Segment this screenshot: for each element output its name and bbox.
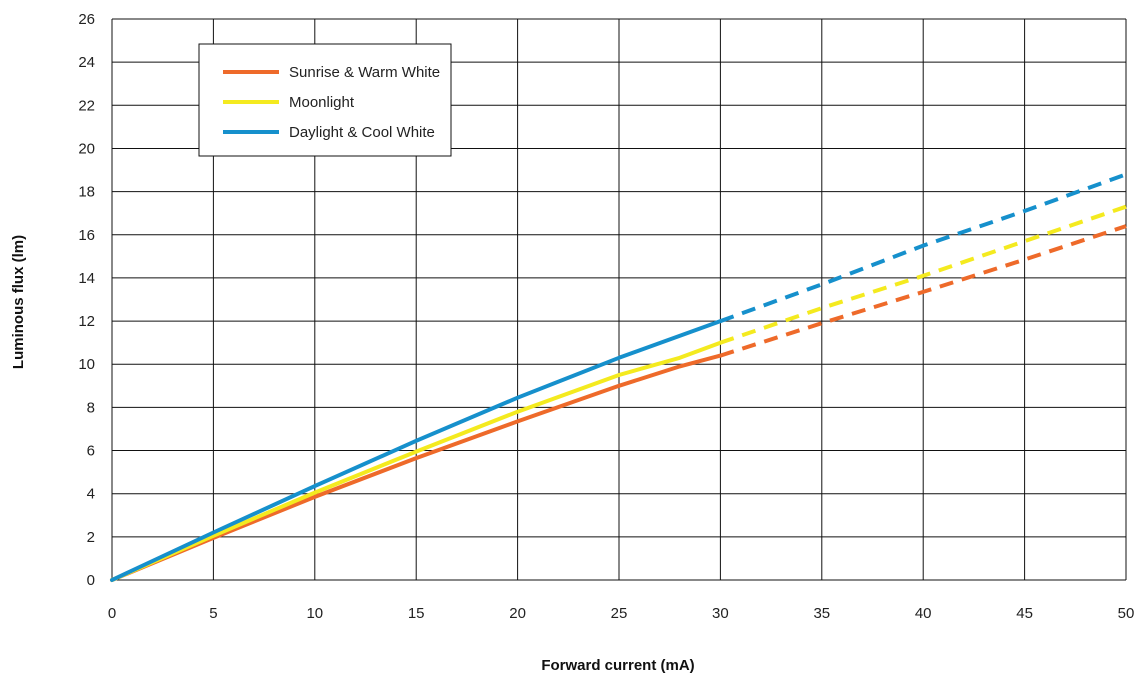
x-tick-label: 45 — [1016, 605, 1033, 622]
y-tick-label: 10 — [78, 356, 95, 373]
x-tick-label: 35 — [813, 605, 830, 622]
series-projection-daylight-cool-white — [719, 172, 1127, 323]
y-axis-title: Luminous flux (lm) — [10, 235, 27, 369]
series-lines — [110, 172, 1127, 582]
y-tick-label: 18 — [78, 184, 95, 201]
y-tick-label: 26 — [78, 11, 95, 28]
legend-label: Daylight & Cool White — [289, 124, 435, 141]
x-tick-label: 5 — [209, 605, 217, 622]
x-tick-label: 15 — [408, 605, 425, 622]
legend-label: Moonlight — [289, 94, 355, 111]
y-tick-label: 6 — [87, 443, 95, 460]
y-tick-label: 16 — [78, 227, 95, 244]
y-tick-label: 24 — [78, 54, 95, 71]
x-tick-label: 20 — [509, 605, 526, 622]
x-tick-label: 0 — [108, 605, 116, 622]
x-axis-title: Forward current (mA) — [541, 657, 694, 674]
legend: Sunrise & Warm White Moonlight Daylight & … — [198, 43, 452, 157]
series-line-moonlight — [110, 340, 723, 582]
y-tick-label: 8 — [87, 399, 95, 416]
y-tick-label: 2 — [87, 529, 95, 546]
y-tick-label: 20 — [78, 140, 95, 157]
y-tick-label: 0 — [87, 572, 95, 589]
series-line-daylight-cool-white — [110, 319, 723, 582]
legend-label: Sunrise & Warm White — [289, 64, 440, 81]
series-projection-sunrise-warm-white — [719, 224, 1127, 358]
x-tick-label: 30 — [712, 605, 729, 622]
y-tick-label: 22 — [78, 97, 95, 114]
x-tick-label: 10 — [306, 605, 323, 622]
grid — [111, 18, 1127, 581]
y-tick-label: 12 — [78, 313, 95, 330]
y-tick-label: 14 — [78, 270, 95, 287]
x-tick-labels: 0 5 10 15 20 25 30 35 40 45 50 — [108, 605, 1135, 622]
series-projection-moonlight — [719, 204, 1127, 345]
x-tick-label: 40 — [915, 605, 932, 622]
x-tick-label: 25 — [611, 605, 628, 622]
y-tick-label: 4 — [87, 486, 95, 503]
x-tick-label: 50 — [1118, 605, 1135, 622]
series-line-sunrise-warm-white — [110, 353, 723, 582]
